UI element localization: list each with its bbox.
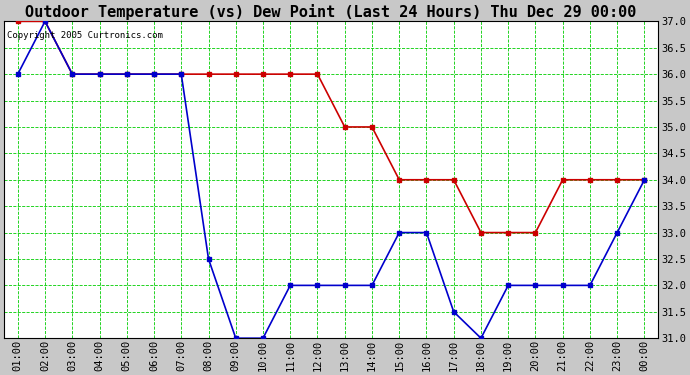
Text: Copyright 2005 Curtronics.com: Copyright 2005 Curtronics.com [8, 31, 164, 40]
Title: Outdoor Temperature (vs) Dew Point (Last 24 Hours) Thu Dec 29 00:00: Outdoor Temperature (vs) Dew Point (Last… [26, 4, 637, 20]
